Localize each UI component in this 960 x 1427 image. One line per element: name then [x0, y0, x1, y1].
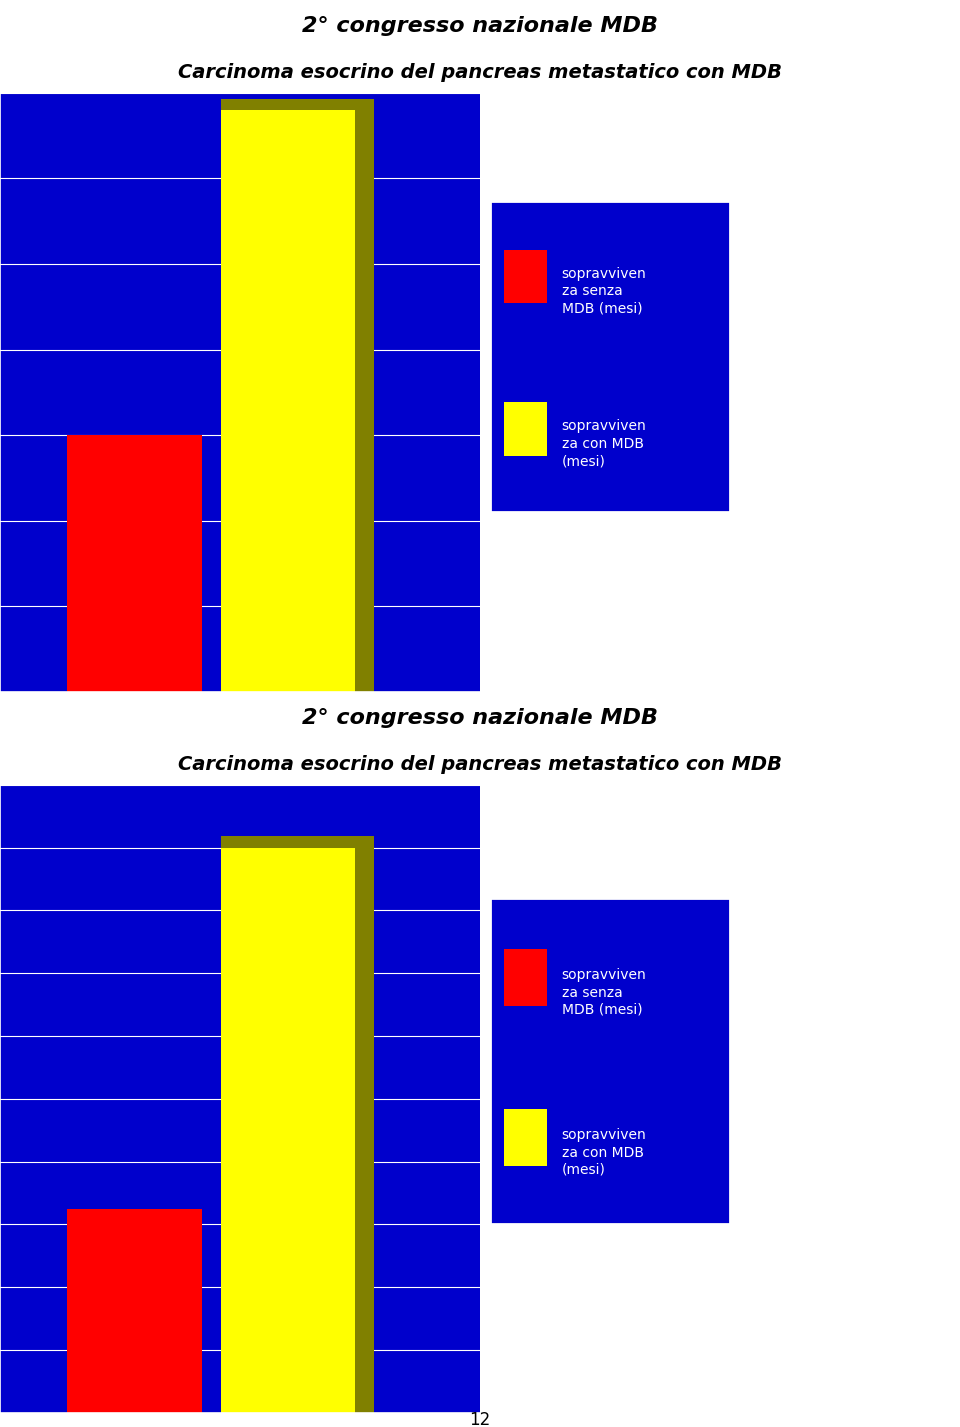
Bar — [504, 402, 547, 457]
Text: Mediana di riferimento (senza
MDB):: Mediana di riferimento (senza MDB): — [787, 1170, 960, 1203]
Bar — [749, 842, 773, 879]
Text: 12: 12 — [469, 1411, 491, 1427]
Text: 17: 17 — [943, 151, 960, 166]
Text: Sopravvivenza mediana con
MDB:: Sopravvivenza mediana con MDB: — [787, 280, 960, 314]
Text: Pazienti totali arruolati:: Pazienti totali arruolati: — [787, 151, 954, 166]
Bar — [749, 464, 773, 501]
Bar — [221, 836, 374, 848]
Bar — [749, 147, 773, 183]
Bar — [504, 1109, 547, 1166]
Text: 6,5 mesi: 6,5 mesi — [822, 1251, 888, 1266]
Text: 2° congresso nazionale MDB: 2° congresso nazionale MDB — [302, 708, 658, 728]
Bar — [504, 949, 547, 1006]
Text: 6 mesi: 6 mesi — [822, 538, 873, 552]
Text: sopravviven
za senza
MDB (mesi): sopravviven za senza MDB (mesi) — [562, 267, 646, 315]
Text: 18 mesi: 18 mesi — [816, 1063, 877, 1077]
Bar — [67, 1209, 202, 1413]
Bar — [504, 250, 547, 304]
Text: 2° congresso nazionale MDB: 2° congresso nazionale MDB — [302, 16, 658, 36]
Bar — [221, 98, 374, 110]
Text: Carcinoma esocrino del pancreas metastatico con MDB: Carcinoma esocrino del pancreas metastat… — [178, 63, 782, 81]
Bar — [221, 848, 355, 1413]
FancyBboxPatch shape — [490, 898, 730, 1224]
Bar — [749, 986, 773, 1023]
Text: 13,6 mesi: 13,6 mesi — [816, 358, 892, 372]
Bar — [221, 110, 355, 692]
Text: Mediana di riferimento (senza
MDB):: Mediana di riferimento (senza MDB): — [787, 459, 960, 494]
Bar — [749, 284, 773, 321]
Bar — [355, 110, 374, 692]
Text: sopravviven
za senza
MDB (mesi): sopravviven za senza MDB (mesi) — [562, 969, 646, 1017]
FancyBboxPatch shape — [490, 201, 730, 512]
Text: sopravviven
za con MDB
(mesi): sopravviven za con MDB (mesi) — [562, 1129, 646, 1177]
Text: 6: 6 — [833, 919, 843, 933]
Text: Sopravvivenza mediana con
MDB:: Sopravvivenza mediana con MDB: — [787, 982, 960, 1015]
Text: Pazienti non pretrattati con
chemio:: Pazienti non pretrattati con chemio: — [787, 838, 960, 870]
Bar — [749, 1174, 773, 1212]
Bar — [355, 848, 374, 1413]
Bar — [67, 435, 202, 692]
Text: Carcinoma esocrino del pancreas metastatico con MDB: Carcinoma esocrino del pancreas metastat… — [178, 755, 782, 773]
Text: sopravviven
za con MDB
(mesi): sopravviven za con MDB (mesi) — [562, 420, 646, 468]
